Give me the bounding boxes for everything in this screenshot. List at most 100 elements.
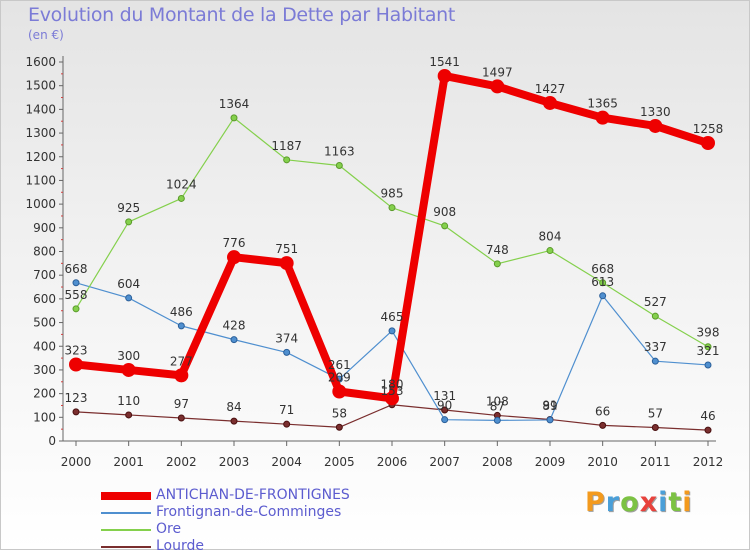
data-point-frontignan-de-comminges	[125, 294, 133, 302]
data-label-lourde: 131	[433, 389, 456, 403]
x-tick-label: 2011	[640, 455, 671, 469]
y-tick-label: 200	[33, 387, 56, 401]
x-tick-label: 2005	[324, 455, 355, 469]
data-label-ore: 804	[539, 230, 562, 244]
x-tick-label: 2007	[429, 455, 460, 469]
y-tick-label: 600	[33, 292, 56, 306]
legend-swatch	[101, 511, 151, 514]
legend-swatch	[101, 545, 151, 548]
data-label-lourde: 46	[700, 409, 715, 423]
data-point-ore	[125, 218, 133, 226]
data-label-antichan-de-frontignes: 1365	[587, 97, 618, 111]
x-tick-label: 2003	[219, 455, 250, 469]
y-tick-label: 1100	[25, 173, 56, 187]
logo-letter: P	[585, 487, 606, 518]
data-point-ore	[177, 194, 185, 202]
data-point-ore	[335, 162, 343, 170]
data-label-frontignan-de-comminges: 89	[542, 399, 557, 413]
data-point-lourde	[283, 420, 291, 428]
logo-letter: r	[605, 487, 621, 518]
y-tick-label: 1600	[25, 55, 56, 69]
chart-subtitle: (en €)	[28, 28, 64, 42]
data-label-frontignan-de-comminges: 321	[697, 344, 720, 358]
data-point-antichan-de-frontignes	[385, 391, 399, 406]
data-label-antichan-de-frontignes: 1541	[429, 55, 460, 69]
data-point-ore	[599, 279, 607, 287]
data-point-ore	[704, 343, 712, 351]
data-label-ore: 1024	[166, 177, 197, 191]
data-point-lourde	[177, 414, 185, 422]
data-point-lourde	[441, 406, 449, 414]
data-point-ore	[651, 312, 659, 320]
y-tick-label: 700	[33, 268, 56, 282]
data-point-antichan-de-frontignes	[543, 95, 557, 110]
data-label-antichan-de-frontignes: 1258	[693, 122, 724, 136]
legend-swatch	[101, 491, 151, 500]
data-point-antichan-de-frontignes	[648, 118, 663, 133]
data-point-frontignan-de-comminges	[651, 357, 659, 365]
data-label-frontignan-de-comminges: 87	[490, 399, 505, 413]
data-point-lourde	[72, 408, 80, 416]
data-label-lourde: 91	[542, 398, 557, 412]
y-tick-label: 1000	[25, 197, 56, 211]
data-label-lourde: 58	[332, 406, 347, 420]
data-label-antichan-de-frontignes: 1497	[482, 65, 513, 79]
data-point-lourde	[125, 411, 133, 419]
data-point-ore	[283, 156, 291, 164]
data-label-ore: 748	[486, 243, 509, 257]
data-label-frontignan-de-comminges: 486	[170, 305, 193, 319]
y-tick-label: 1300	[25, 126, 56, 140]
data-label-lourde: 57	[648, 406, 663, 420]
data-label-antichan-de-frontignes: 751	[275, 242, 298, 256]
data-label-ore: 558	[65, 288, 88, 302]
data-label-ore: 985	[381, 187, 404, 201]
data-point-antichan-de-frontignes	[437, 68, 452, 83]
data-point-ore	[546, 247, 554, 255]
data-point-antichan-de-frontignes	[595, 110, 610, 125]
data-label-lourde: 97	[174, 397, 189, 411]
data-label-lourde: 71	[279, 403, 294, 417]
y-tick-label: 1500	[25, 79, 56, 93]
x-tick-label: 2010	[587, 455, 618, 469]
y-tick-label: 900	[33, 221, 56, 235]
data-label-lourde: 110	[117, 394, 140, 408]
data-label-frontignan-de-comminges: 374	[275, 331, 298, 345]
data-point-antichan-de-frontignes	[121, 362, 136, 377]
data-label-antichan-de-frontignes: 776	[223, 236, 246, 250]
x-tick-label: 2006	[377, 455, 408, 469]
data-point-antichan-de-frontignes	[332, 384, 347, 399]
data-point-frontignan-de-comminges	[704, 361, 712, 369]
y-tick-label: 1400	[25, 102, 56, 116]
data-label-lourde: 66	[595, 404, 610, 418]
series-line-lourde	[75, 404, 709, 431]
data-point-lourde	[335, 423, 343, 431]
data-point-frontignan-de-comminges	[230, 336, 238, 344]
data-point-antichan-de-frontignes	[174, 368, 189, 383]
x-tick-label: 2012	[693, 455, 724, 469]
proxiti-logo: Proxiti	[585, 487, 693, 518]
data-label-frontignan-de-comminges: 613	[591, 275, 614, 289]
data-point-antichan-de-frontignes	[701, 136, 715, 151]
chart-title: Evolution du Montant de la Dette par Hab…	[28, 4, 456, 26]
legend-swatch	[101, 528, 151, 531]
logo-letter: x	[639, 487, 659, 518]
data-label-antichan-de-frontignes: 277	[170, 354, 193, 368]
data-label-frontignan-de-comminges: 337	[644, 340, 667, 354]
y-tick-label: 300	[33, 363, 56, 377]
data-point-lourde	[651, 423, 659, 431]
data-point-frontignan-de-comminges	[493, 416, 501, 424]
data-label-ore: 527	[644, 295, 667, 309]
data-point-frontignan-de-comminges	[441, 416, 449, 424]
x-tick-label: 2004	[271, 455, 302, 469]
data-point-ore	[230, 114, 238, 122]
data-label-frontignan-de-comminges: 90	[437, 399, 452, 413]
data-point-antichan-de-frontignes	[279, 256, 294, 271]
data-label-ore: 398	[697, 326, 720, 340]
data-point-antichan-de-frontignes	[227, 250, 241, 265]
y-tick-label: 500	[33, 316, 56, 330]
data-point-lourde	[599, 421, 607, 429]
data-label-antichan-de-frontignes: 1330	[640, 105, 671, 119]
legend-label: Frontignan-de-Comminges	[156, 504, 342, 520]
